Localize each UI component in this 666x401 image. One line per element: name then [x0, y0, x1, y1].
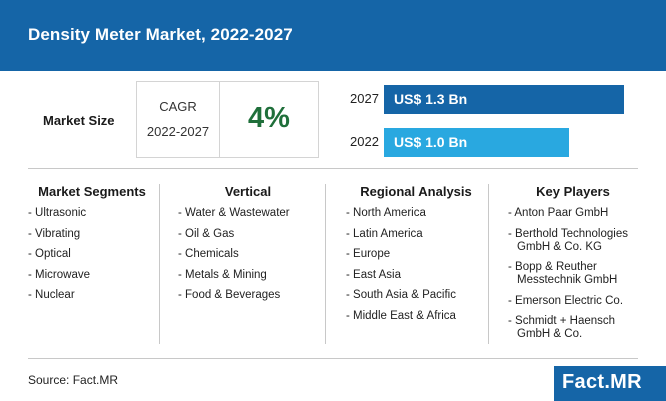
list-item-text: - Nuclear [28, 289, 75, 301]
column-list: - North America - Latin America - Europe - … [346, 207, 486, 323]
list-item-text: - Schmidt + Haensch [508, 315, 616, 327]
list-item: - Middle East & Africa [346, 310, 486, 323]
cagr-label: CAGR [159, 99, 197, 114]
list-item-text: - Chemicals [178, 248, 239, 260]
column-title: Vertical [224, 184, 272, 199]
section-divider [28, 168, 638, 169]
column-list: - Water & Wastewater - Oil & Gas - Chemica… [178, 207, 318, 302]
list-item-text: - Europe [346, 248, 391, 260]
list-item: - South Asia & Pacific [346, 289, 486, 302]
column-separator [325, 184, 326, 344]
list-item-text: - Vibrating [28, 227, 81, 240]
list-item-text: - Middle East & Africa [346, 309, 456, 322]
column-vertical: Vertical - Water & Wastewater - Oil & Gas… [178, 184, 318, 346]
list-item: - Chemicals [178, 248, 318, 261]
list-item-text: - Optical [28, 248, 71, 260]
list-item-text: - Oil & Gas [178, 227, 235, 240]
list-item-text: - Anton Paar GmbH [508, 207, 609, 219]
market-value-bar: US$ 1.3 Bn [384, 85, 624, 114]
source-text: Source: Fact.MR [28, 373, 119, 387]
bar-year: 2022 [350, 134, 379, 149]
list-item: - Nuclear [28, 289, 156, 302]
list-item: - Bopp & Reuther Messtechnik GmbH [508, 261, 638, 287]
column-market-segments: Market Segments - Ultrasonic - Vibrating -… [28, 184, 156, 346]
column-key-players: Key Players - Anton Paar GmbH - Berthold … [508, 184, 638, 346]
list-item-text: - Ultrasonic [28, 207, 87, 219]
bar-value-label: US$ 1.3 Bn [394, 91, 468, 107]
column-list: - Anton Paar GmbH - Berthold Technologies… [508, 207, 638, 341]
list-item-continuation: GmbH & Co. [517, 328, 583, 340]
list-item-text: - Metals & Mining [178, 268, 267, 281]
cagr-divider [219, 82, 220, 157]
list-item: - Emerson Electric Co. [508, 295, 638, 308]
list-item: - East Asia [346, 269, 486, 282]
list-item: - Metals & Mining [178, 269, 318, 282]
list-item-text: - East Asia [346, 268, 401, 281]
list-item: - Latin America [346, 228, 486, 241]
list-item-text: - Emerson Electric Co. [508, 294, 624, 307]
list-item: - Anton Paar GmbH [508, 207, 638, 220]
footer-divider [28, 358, 638, 359]
list-item-text: - Latin America [346, 227, 423, 240]
page-title: Density Meter Market, 2022-2027 [28, 25, 293, 44]
column-title: Market Segments [38, 184, 146, 199]
factmr-logo: Fact.MR [554, 366, 666, 401]
cagr-period: 2022-2027 [146, 124, 210, 139]
market-size-label: Market Size [43, 113, 115, 128]
list-item-text: - Water & Wastewater [178, 207, 290, 219]
column-separator [488, 184, 489, 344]
column-regional-analysis: Regional Analysis - North America - Latin… [346, 184, 486, 346]
list-item-text: - South Asia & Pacific [346, 289, 456, 301]
list-item-text: - North America [346, 207, 426, 219]
list-item-text: - Berthold Technologies [508, 227, 628, 240]
list-item: - Ultrasonic [28, 207, 156, 220]
bar-value-label: US$ 1.0 Bn [394, 134, 468, 150]
list-item: - Schmidt + Haensch GmbH & Co. [508, 315, 638, 341]
cagr-value: 4% [248, 102, 290, 134]
market-value-bar: US$ 1.0 Bn [384, 128, 569, 157]
column-title: Key Players [536, 184, 610, 199]
list-item-text: - Microwave [28, 268, 90, 281]
column-list: - Ultrasonic - Vibrating - Optical - Microw… [28, 207, 156, 302]
list-item: - North America [346, 207, 486, 220]
list-item: - Vibrating [28, 228, 156, 241]
list-item-continuation: Messtechnik GmbH [517, 274, 618, 286]
list-item-text: - Food & Beverages [178, 289, 281, 301]
list-item: - Microwave [28, 269, 156, 282]
column-separator [159, 184, 160, 344]
list-item: - Food & Beverages [178, 289, 318, 302]
column-title: Regional Analysis [360, 184, 472, 199]
list-item-text: - Bopp & Reuther [508, 261, 597, 273]
list-item: - Water & Wastewater [178, 207, 318, 220]
header-banner: Density Meter Market, 2022-2027 [0, 0, 666, 71]
list-item: - Europe [346, 248, 486, 261]
cagr-box: CAGR 2022-2027 4% [136, 81, 319, 158]
list-item: - Oil & Gas [178, 228, 318, 241]
bar-year: 2027 [350, 91, 379, 106]
list-item-continuation: GmbH & Co. KG [517, 240, 602, 253]
list-item: - Optical [28, 248, 156, 261]
list-item: - Berthold Technologies GmbH & Co. KG [508, 228, 638, 254]
